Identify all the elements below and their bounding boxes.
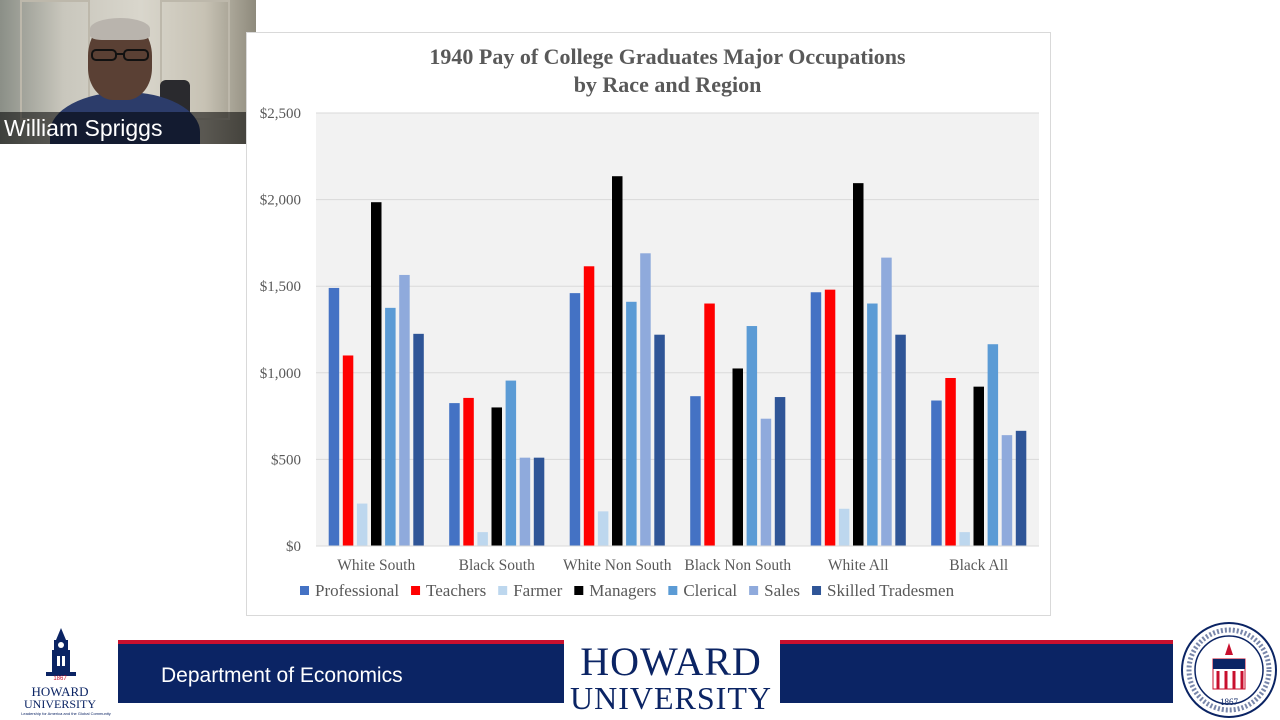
y-tick-label: $0 <box>286 539 301 555</box>
bar-teachers <box>342 355 354 546</box>
bar-skilled-tradesmen <box>895 334 906 546</box>
logo-year: 1867 <box>53 676 67 682</box>
chart-title-line: 1940 Pay of College Graduates Major Occu… <box>429 44 906 69</box>
wordmark-line2: UNIVERSITY <box>570 680 772 716</box>
legend-swatch <box>668 586 678 595</box>
bar-chart: 1940 Pay of College Graduates Major Occu… <box>260 44 1039 600</box>
x-tick-label: White Non South <box>563 557 672 574</box>
bar-managers <box>491 407 502 546</box>
bar-farmer <box>597 511 609 546</box>
bar-sales <box>881 257 892 546</box>
y-tick-label: $1,000 <box>260 366 301 382</box>
x-tick-label: Black Non South <box>684 557 791 574</box>
bar-managers <box>853 183 864 546</box>
seal-year: 1867 <box>1220 697 1239 707</box>
legend-label: Sales <box>764 581 800 600</box>
howard-logo: 1867 HOWARD UNIVERSITY Leadership for Am… <box>16 626 111 720</box>
bar-clerical <box>987 344 999 546</box>
logo-name-2: UNIVERSITY <box>24 697 96 711</box>
bar-teachers <box>583 266 595 546</box>
y-tick-label: $2,500 <box>260 106 301 122</box>
legend-swatch <box>812 586 822 595</box>
wordmark-line1: HOWARD <box>580 639 762 684</box>
bar-farmer <box>356 503 368 546</box>
legend-label: Professional <box>315 581 399 600</box>
name-label-background <box>0 112 256 144</box>
legend-label: Skilled Tradesmen <box>827 581 955 600</box>
chart-title-line: by Race and Region <box>574 72 762 97</box>
legend-label: Clerical <box>683 581 737 600</box>
participant-video-tile[interactable]: William Spriggs <box>0 0 256 144</box>
bar-teachers <box>945 377 956 546</box>
bar-professional <box>690 396 701 546</box>
footer-bar-right <box>780 640 1173 703</box>
bar-farmer <box>477 532 488 546</box>
bar-professional <box>449 403 460 546</box>
bar-managers <box>371 202 382 546</box>
logo-tagline: Leadership for America and the Global Co… <box>21 711 111 716</box>
footer-bar-left <box>118 640 564 703</box>
legend-swatch <box>300 586 309 595</box>
bar-farmer <box>838 508 850 546</box>
bar-teachers <box>704 303 715 546</box>
bar-sales <box>1001 435 1013 546</box>
glasses-icon <box>91 49 149 61</box>
bar-clerical <box>746 326 758 546</box>
bar-skilled-tradesmen <box>654 334 665 546</box>
bar-clerical <box>385 307 396 546</box>
bar-professional <box>328 287 340 546</box>
bar-clerical <box>505 380 517 546</box>
bar-sales <box>399 274 410 546</box>
legend-swatch <box>411 586 421 595</box>
bar-professional <box>569 293 581 546</box>
participant-hair <box>90 18 150 40</box>
legend-label: Managers <box>589 581 656 600</box>
y-tick-label: $2,000 <box>260 193 301 209</box>
howard-wordmark: HOWARD UNIVERSITY <box>562 642 780 720</box>
participant-name: William Spriggs <box>4 115 163 141</box>
bar-professional <box>931 400 942 546</box>
bar-sales <box>640 253 651 547</box>
y-tick-label: $500 <box>271 452 301 468</box>
x-tick-label: Black South <box>459 557 535 574</box>
x-tick-label: Black All <box>949 557 1008 574</box>
bar-sales <box>760 418 772 546</box>
bar-managers <box>973 386 984 546</box>
bar-clerical <box>867 303 878 546</box>
legend-swatch <box>574 586 584 595</box>
logo-name: HOWARD <box>31 684 89 699</box>
plot-area <box>316 113 1039 546</box>
department-name: Department of Economics <box>161 664 403 687</box>
x-tick-label: White All <box>828 557 889 574</box>
bar-skilled-tradesmen <box>533 457 545 546</box>
bar-managers <box>612 176 623 546</box>
bar-teachers <box>824 289 836 546</box>
bar-skilled-tradesmen <box>1015 430 1027 546</box>
bar-teachers <box>463 397 474 546</box>
y-tick-label: $1,500 <box>260 279 301 295</box>
legend-swatch <box>498 586 508 595</box>
bar-professional <box>810 292 822 546</box>
legend-label: Farmer <box>513 581 562 600</box>
legend-label: Teachers <box>426 581 486 600</box>
clock-tower-icon <box>46 628 76 676</box>
bar-farmer <box>959 532 970 546</box>
legend-swatch <box>749 586 759 595</box>
bar-sales <box>519 457 531 546</box>
x-tick-label: White South <box>337 557 415 574</box>
university-seal-icon: 1867 <box>1181 622 1277 718</box>
bar-skilled-tradesmen <box>774 397 786 546</box>
chart-frame: 1940 Pay of College Graduates Major Occu… <box>246 32 1051 616</box>
bar-managers <box>732 368 743 546</box>
bar-skilled-tradesmen <box>413 333 424 546</box>
bar-clerical <box>626 301 637 546</box>
